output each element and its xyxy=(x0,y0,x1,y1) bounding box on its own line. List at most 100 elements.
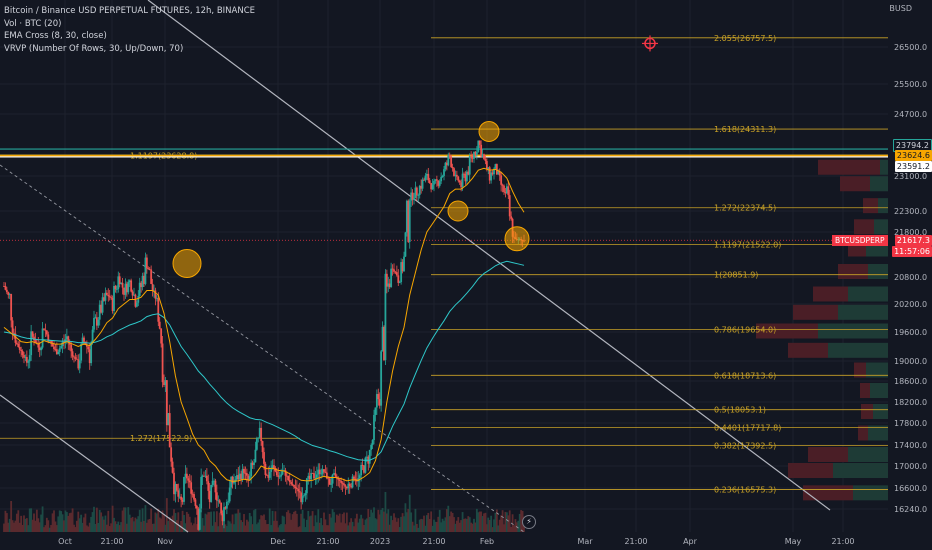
volume-bar-285 xyxy=(410,512,413,532)
candle-body-12 xyxy=(20,349,23,351)
volume-bar-115 xyxy=(167,520,170,532)
profile-up-2 xyxy=(878,198,888,214)
y-tick-12: 17800.0 xyxy=(894,419,927,428)
volume-bar-181 xyxy=(261,515,264,532)
candle-body-87 xyxy=(127,282,130,293)
volume-bar-324 xyxy=(465,519,468,532)
volume-bar-227 xyxy=(327,525,330,532)
x-tick-1: 21:00 xyxy=(100,537,123,546)
volume-bar-339 xyxy=(487,517,490,532)
volume-bar-361 xyxy=(518,513,521,532)
ema-fast-line xyxy=(3,167,525,482)
candle-body-36 xyxy=(54,349,57,350)
volume-bar-221 xyxy=(318,522,321,532)
candle-body-275 xyxy=(395,272,398,276)
volume-bar-280 xyxy=(403,516,405,532)
volume-bar-97 xyxy=(141,508,144,532)
volume-bar-357 xyxy=(513,525,515,532)
candle-body-313 xyxy=(450,156,453,167)
volume-bar-17 xyxy=(27,525,30,532)
candle-body-227 xyxy=(327,478,330,480)
volume-bar-42 xyxy=(63,520,65,532)
candle-body-175 xyxy=(253,462,255,466)
candle-body-77 xyxy=(113,285,115,312)
profile-up-11 xyxy=(870,383,888,398)
volume-bar-345 xyxy=(495,509,498,532)
candle-body-53 xyxy=(78,360,81,369)
axis-unit[interactable]: BUSD xyxy=(889,4,912,13)
profile-up-9 xyxy=(828,342,888,358)
candle-body-152 xyxy=(220,502,223,514)
candle-body-97 xyxy=(141,275,144,288)
volume-bar-18 xyxy=(28,508,31,532)
candle-body-39 xyxy=(58,348,61,352)
volume-bar-350 xyxy=(503,524,505,532)
volume-bar-33 xyxy=(50,525,53,532)
volume-bar-341 xyxy=(490,515,493,532)
volume-bar-246 xyxy=(354,518,357,532)
y-tick-15: 16600.0 xyxy=(894,484,927,493)
volume-bar-65 xyxy=(95,507,98,532)
profile-down-0 xyxy=(818,159,880,175)
candle-body-246 xyxy=(354,478,357,481)
candle-body-260 xyxy=(374,407,377,415)
y-tick-2: 24700.0 xyxy=(894,110,927,119)
volume-bar-315 xyxy=(453,517,455,532)
lightning-icon[interactable]: ⚡ xyxy=(522,515,536,529)
volume-bar-344 xyxy=(494,512,497,532)
candle-body-228 xyxy=(328,478,331,485)
last-price-tag: 21617.3 xyxy=(894,235,932,246)
volume-bar-145 xyxy=(210,511,213,532)
volume-bar-179 xyxy=(258,519,261,532)
volume-bar-186 xyxy=(268,508,271,532)
volume-bar-199 xyxy=(287,510,290,532)
profile-up-14 xyxy=(848,447,888,462)
volume-bar-157 xyxy=(227,520,230,532)
volume-bar-238 xyxy=(343,512,345,532)
volume-bar-259 xyxy=(373,507,375,532)
x-tick-10: Apr xyxy=(683,537,698,546)
volume-bar-301 xyxy=(433,519,435,532)
legend-title[interactable]: Bitcoin / Binance USD PERPETUAL FUTURES,… xyxy=(4,6,256,16)
candle-body-90 xyxy=(131,291,134,296)
volume-bar-64 xyxy=(94,523,97,532)
candle-body-320 xyxy=(460,182,463,188)
volume-bar-216 xyxy=(311,511,314,532)
volume-bar-74 xyxy=(108,526,111,532)
volume-bar-2 xyxy=(5,513,8,532)
legend-vrvp[interactable]: VRVP (Number Of Rows, 30, Up/Down, 70) xyxy=(4,43,184,54)
volume-bar-146 xyxy=(211,525,214,532)
volume-bar-223 xyxy=(321,525,324,532)
volume-bar-197 xyxy=(284,524,287,532)
candle-body-182 xyxy=(263,452,265,464)
candle-body-329 xyxy=(473,151,475,159)
volume-bar-323 xyxy=(464,518,467,532)
candle-body-140 xyxy=(203,475,205,477)
volume-bar-295 xyxy=(424,525,427,532)
candle-body-49 xyxy=(73,356,75,358)
candle-body-312 xyxy=(448,154,451,157)
volume-bar-75 xyxy=(110,523,113,532)
candle-body-276 xyxy=(397,275,400,283)
volume-bar-358 xyxy=(514,519,517,532)
volume-bar-243 xyxy=(350,518,353,532)
volume-bar-68 xyxy=(100,512,103,532)
candle-body-167 xyxy=(241,468,244,480)
volume-bar-309 xyxy=(444,517,447,532)
candle-body-10 xyxy=(17,343,20,348)
candle-body-220 xyxy=(317,469,320,475)
volume-bar-177 xyxy=(255,524,258,532)
volume-bar-92 xyxy=(134,517,137,532)
legend-volume[interactable]: Vol · BTC (20) xyxy=(4,18,62,29)
candle-body-238 xyxy=(343,483,345,486)
volume-bar-329 xyxy=(473,518,475,532)
volume-bar-11 xyxy=(18,522,21,532)
candle-body-351 xyxy=(504,192,507,194)
volume-bar-93 xyxy=(135,519,138,532)
volume-bar-85 xyxy=(124,507,127,532)
legend-ema[interactable]: EMA Cross (8, 30, close) xyxy=(4,31,107,41)
volume-bar-347 xyxy=(498,519,501,532)
candle-body-42 xyxy=(63,341,65,343)
volume-bar-266 xyxy=(383,511,385,532)
